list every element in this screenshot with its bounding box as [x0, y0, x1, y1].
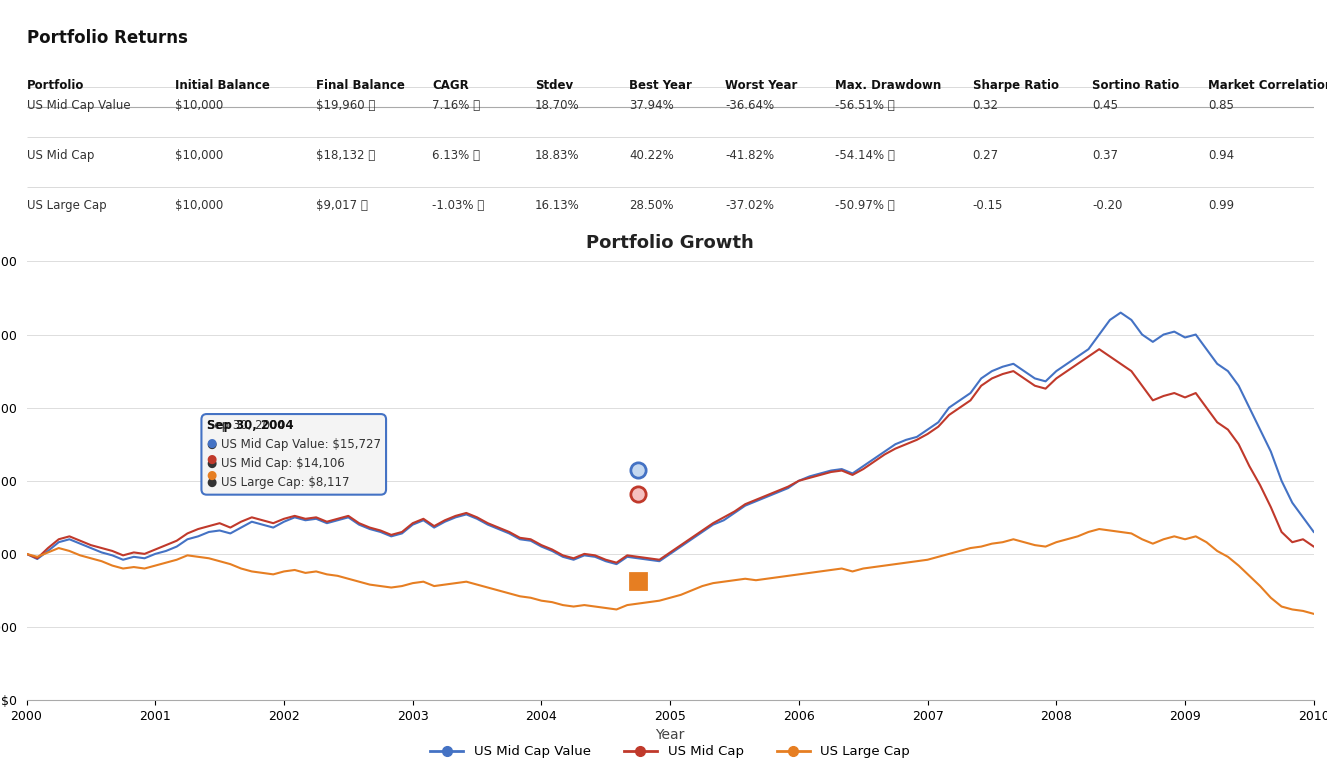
Text: Sortino Ratio: Sortino Ratio — [1092, 79, 1180, 92]
Text: $18,132 ⓘ: $18,132 ⓘ — [316, 149, 376, 162]
Text: 0.99: 0.99 — [1208, 199, 1234, 212]
Text: Max. Drawdown: Max. Drawdown — [835, 79, 941, 92]
Text: -41.82%: -41.82% — [726, 149, 775, 162]
Text: ●: ● — [207, 469, 218, 482]
Text: Final Balance: Final Balance — [316, 79, 405, 92]
Text: 16.13%: 16.13% — [535, 199, 580, 212]
Text: -0.20: -0.20 — [1092, 199, 1123, 212]
Text: US Mid Cap Value: US Mid Cap Value — [27, 99, 130, 112]
Text: $10,000: $10,000 — [175, 99, 223, 112]
Text: -54.14% ⓘ: -54.14% ⓘ — [835, 149, 894, 162]
Text: Best Year: Best Year — [629, 79, 691, 92]
X-axis label: Year: Year — [656, 728, 685, 743]
Text: 0.27: 0.27 — [973, 149, 999, 162]
Text: 0.45: 0.45 — [1092, 99, 1119, 112]
Text: US Large Cap: US Large Cap — [27, 199, 106, 212]
Text: CAGR: CAGR — [433, 79, 468, 92]
Text: 37.94%: 37.94% — [629, 99, 674, 112]
Text: -0.15: -0.15 — [973, 199, 1003, 212]
Text: ●: ● — [207, 453, 218, 466]
Text: Sharpe Ratio: Sharpe Ratio — [973, 79, 1059, 92]
Text: Stdev: Stdev — [535, 79, 573, 92]
Text: US Mid Cap: US Mid Cap — [27, 149, 94, 162]
Text: Sep 30, 2004: Sep 30, 2004 — [207, 419, 293, 432]
Text: 0.37: 0.37 — [1092, 149, 1119, 162]
Text: -36.64%: -36.64% — [726, 99, 775, 112]
Text: 0.85: 0.85 — [1208, 99, 1234, 112]
Text: 0.94: 0.94 — [1208, 149, 1234, 162]
Text: $10,000: $10,000 — [175, 199, 223, 212]
Text: -1.03% ⓘ: -1.03% ⓘ — [433, 199, 484, 212]
Text: 28.50%: 28.50% — [629, 199, 673, 212]
Text: Portfolio: Portfolio — [27, 79, 84, 92]
Legend: US Mid Cap Value, US Mid Cap, US Large Cap: US Mid Cap Value, US Mid Cap, US Large C… — [425, 740, 916, 761]
Text: ●: ● — [207, 437, 218, 450]
Text: $19,960 ⓘ: $19,960 ⓘ — [316, 99, 376, 112]
Text: -50.97% ⓘ: -50.97% ⓘ — [835, 199, 894, 212]
Text: 6.13% ⓘ: 6.13% ⓘ — [433, 149, 480, 162]
Text: $9,017 ⓘ: $9,017 ⓘ — [316, 199, 368, 212]
Text: $10,000: $10,000 — [175, 149, 223, 162]
Text: 7.16% ⓘ: 7.16% ⓘ — [433, 99, 480, 112]
Text: 18.83%: 18.83% — [535, 149, 580, 162]
Text: Initial Balance: Initial Balance — [175, 79, 269, 92]
Text: Worst Year: Worst Year — [726, 79, 798, 92]
Text: -37.02%: -37.02% — [726, 199, 775, 212]
Text: 18.70%: 18.70% — [535, 99, 580, 112]
Text: 40.22%: 40.22% — [629, 149, 674, 162]
Text: Sep 30, 2004
● US Mid Cap Value: $15,727
● US Mid Cap: $14,106
● US Large Cap: $: Sep 30, 2004 ● US Mid Cap Value: $15,727… — [207, 419, 381, 489]
Text: 0.32: 0.32 — [973, 99, 999, 112]
Text: Portfolio Returns: Portfolio Returns — [27, 29, 187, 47]
Title: Portfolio Growth: Portfolio Growth — [587, 234, 754, 252]
Text: -56.51% ⓘ: -56.51% ⓘ — [835, 99, 894, 112]
Text: Market Correlation: Market Correlation — [1208, 79, 1327, 92]
